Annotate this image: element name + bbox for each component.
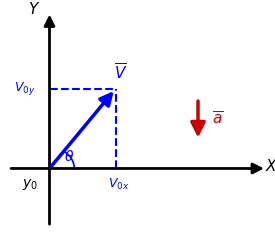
Text: Y: Y — [28, 2, 38, 17]
Text: $\overline{V}$: $\overline{V}$ — [114, 62, 128, 83]
Text: $y_0$: $y_0$ — [22, 177, 38, 192]
Text: X: X — [266, 159, 275, 174]
Text: $\theta$: $\theta$ — [64, 149, 74, 164]
Text: $V_{0x}$: $V_{0x}$ — [108, 177, 129, 192]
Text: $\overline{a}$: $\overline{a}$ — [211, 111, 223, 128]
Text: $V_{0y}$: $V_{0y}$ — [14, 80, 35, 97]
